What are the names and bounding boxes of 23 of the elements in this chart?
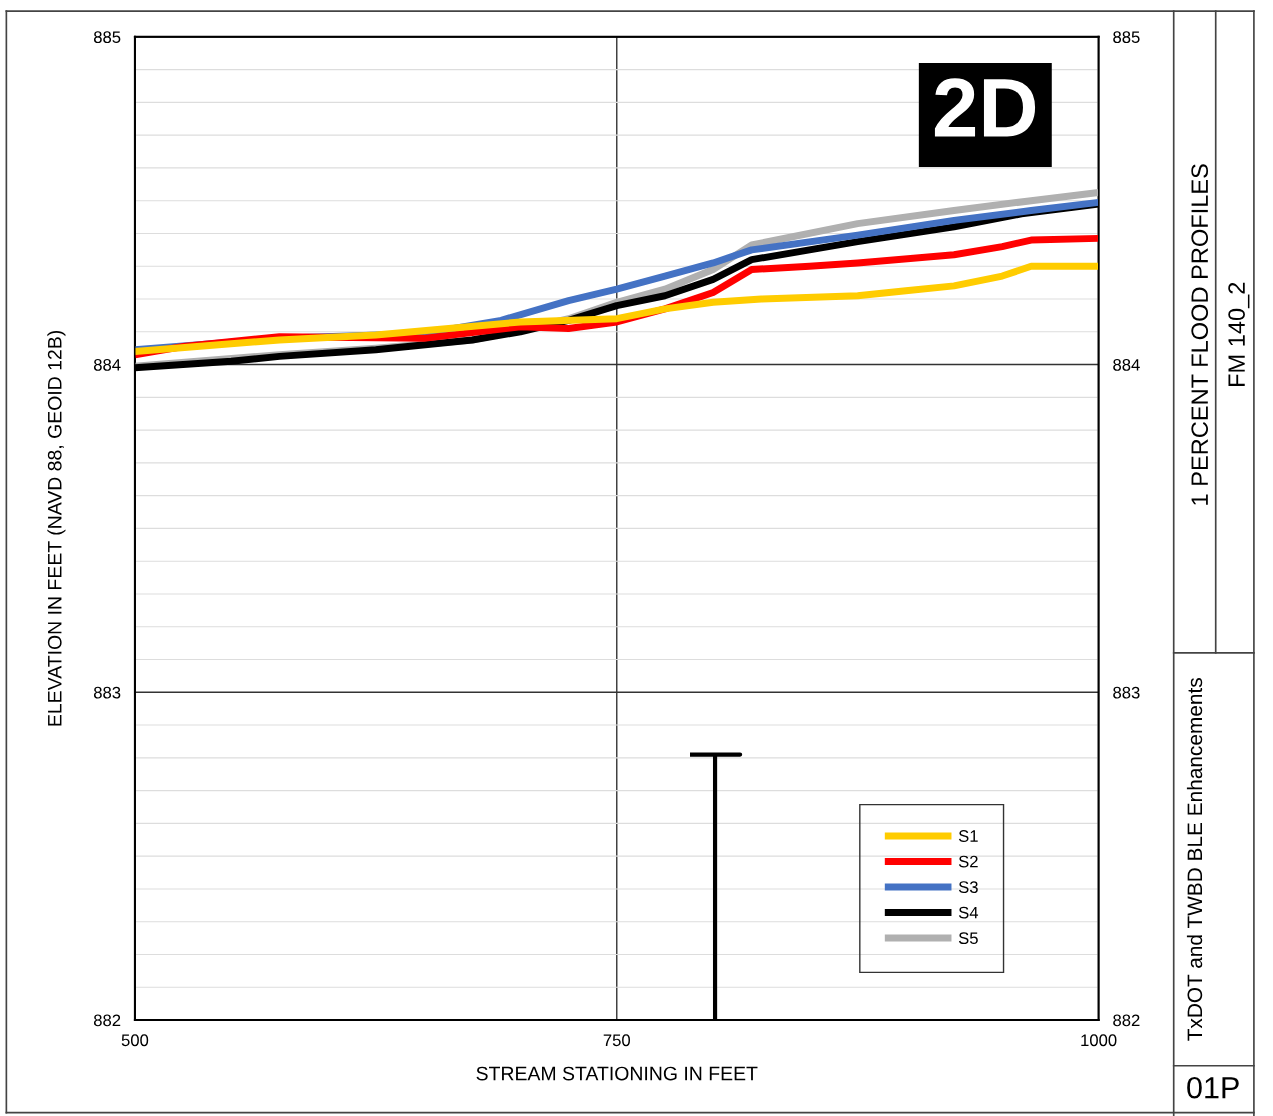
x-axis-title: STREAM STATIONING IN FEET [476, 1066, 758, 1081]
legend-label: S3 [958, 881, 978, 893]
x-tick-label: 750 [603, 1034, 631, 1047]
y2-tick-label: 883 [1113, 686, 1140, 699]
legend-label: S2 [958, 855, 978, 868]
y2-tick-label: 884 [1113, 358, 1140, 371]
legend-label: S1 [958, 830, 978, 842]
text: 1 PERCENT FLOOD PROFILES [1191, 164, 1209, 505]
legend-label: S4 [958, 906, 979, 919]
text: TxDOT and TWBD BLE Enhancements [1186, 678, 1203, 1041]
legend-label: S5 [958, 932, 978, 945]
x-tick-label: 500 [121, 1034, 149, 1047]
y-axis-title: ELEVATION IN FEET (NAVD 88, GEOID 12B) [47, 330, 66, 726]
y2-tick-label: 885 [1113, 31, 1140, 44]
text: 01P [1187, 1076, 1239, 1099]
y-tick-label: 884 [93, 358, 121, 371]
text: FM 140_2 [1228, 282, 1250, 387]
y-tick-label: 882 [93, 1014, 121, 1027]
y-tick-label: 885 [93, 31, 121, 44]
y-tick-label: 883 [93, 686, 121, 699]
y2-tick-label: 882 [1113, 1014, 1140, 1027]
annotation: 2D [934, 78, 1036, 137]
x-tick-label: 1000 [1081, 1034, 1117, 1047]
